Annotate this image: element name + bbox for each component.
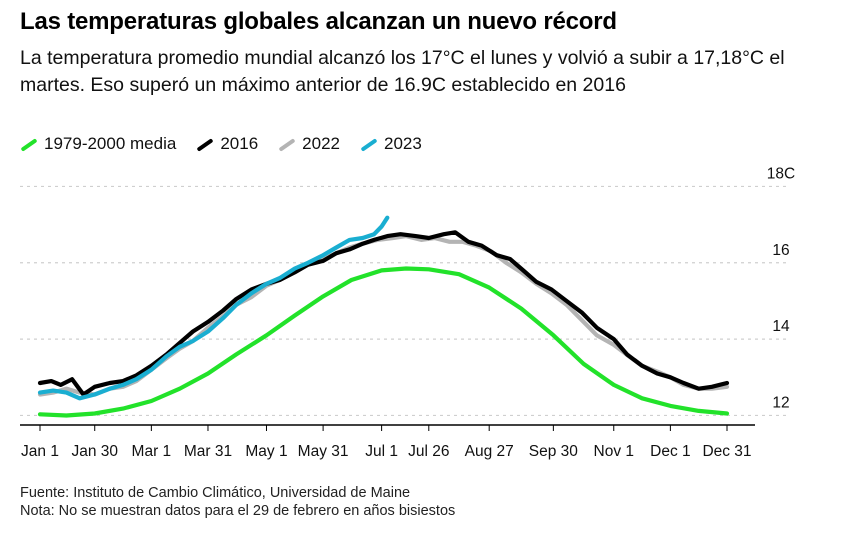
series-line-1979-2000-media [37,266,730,418]
series-line-2016 [37,230,730,397]
y-tick-label: 18C [767,165,795,182]
legend-swatch-2023 [360,140,376,149]
legend-item-media: 1979-2000 media [20,134,176,154]
x-tick-label: Jan 1 [21,443,59,460]
source-note: Fuente: Instituto de Cambio Climático, U… [20,485,411,501]
x-tick-label: Aug 27 [465,443,514,460]
y-tick-label: 16 [772,242,789,259]
x-tick-label: Dec 31 [702,443,751,460]
x-tick-label: Mar 31 [184,443,232,460]
data-note: Nota: No se muestran datos para el 29 de… [20,503,456,519]
temperature-line-chart: 12 14 16 18C Jan 1 Jan 30 Mar 1 Mar 31 May 1 May … [20,165,795,460]
axis-layer: 12 14 16 18C Jan 1 Jan 30 Mar 1 Mar 31 May 1 May … [20,165,795,460]
series-line-2023 [37,215,390,401]
legend-item-2022: 2022 [278,134,340,154]
x-tick-label: Sep 30 [529,443,579,460]
y-tick-label: 12 [772,394,789,411]
legend-swatch-2016 [196,140,212,149]
y-tick-label: 14 [772,318,790,335]
legend-label-2022: 2022 [302,134,340,153]
legend-item-2016: 2016 [196,134,258,154]
x-tick-label: Mar 1 [132,443,172,460]
x-tick-label: Dec 1 [650,443,691,460]
x-tick-label: Nov 1 [594,443,635,460]
x-tick-label: May 1 [245,443,287,460]
legend-item-2023: 2023 [360,134,422,154]
chart-subtitle: La temperatura promedio mundial alcanzó … [20,47,785,96]
x-tick-label: May 31 [298,443,349,460]
chart-title: Las temperaturas globales alcanzan un nu… [20,8,617,35]
legend: 1979-2000 media 2016 2022 2023 [20,133,442,155]
legend-swatch-media [20,140,36,149]
x-tick-label: Jul 1 [365,443,398,460]
legend-label-2023: 2023 [383,134,422,153]
legend-label-media: 1979-2000 media [44,134,177,153]
legend-swatch-2022 [278,140,294,149]
legend-label-2016: 2016 [220,134,259,153]
footer: Fuente: Instituto de Cambio Climático, U… [20,484,820,520]
series-layer [37,215,730,418]
x-tick-label: Jan 30 [71,443,118,460]
grid-layer [20,185,790,417]
x-tick-label: Jul 26 [408,443,449,460]
